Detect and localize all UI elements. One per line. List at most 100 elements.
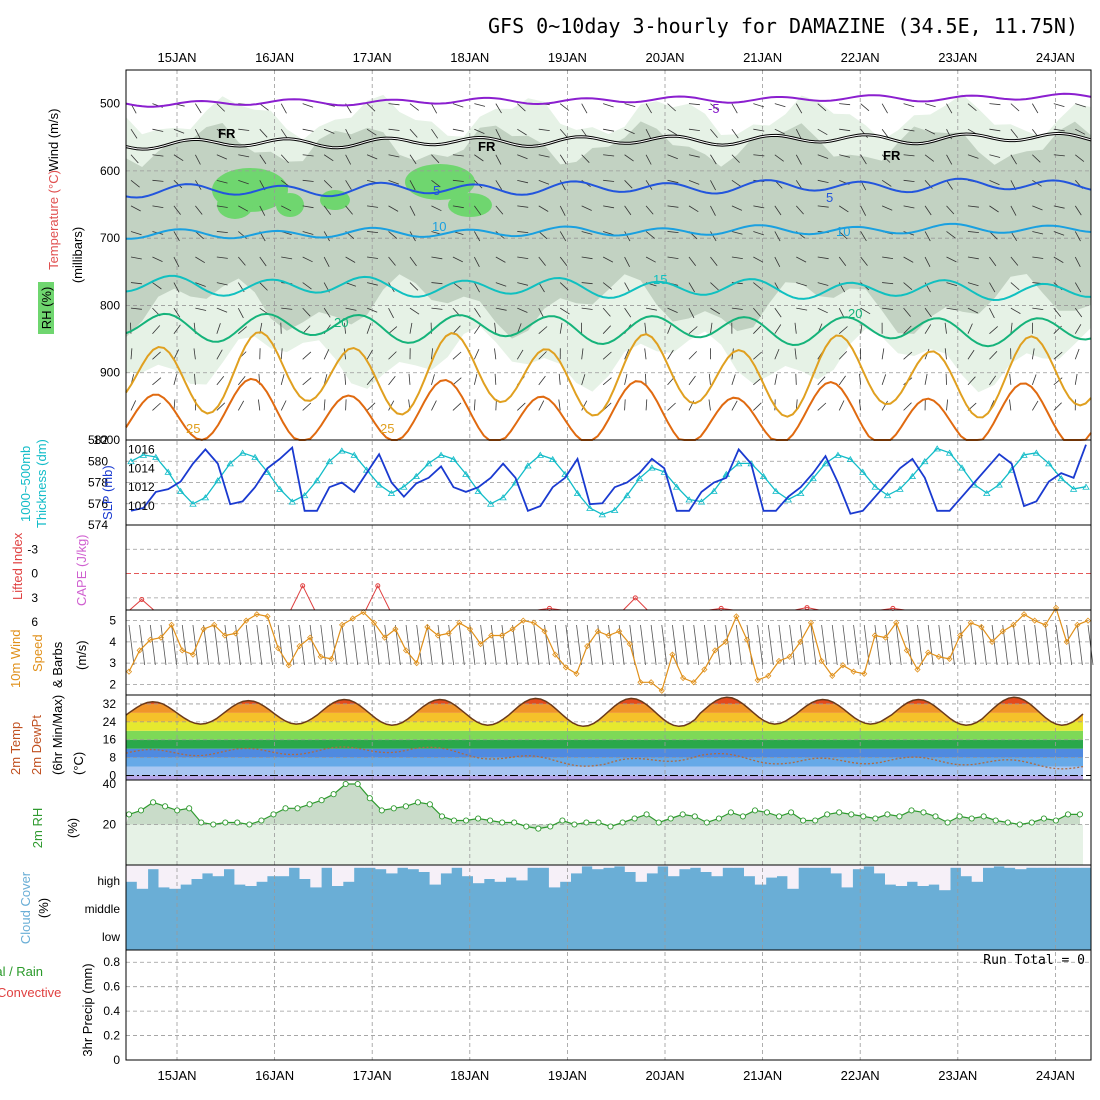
wind-speed-point (733, 613, 740, 620)
wind-barb (388, 375, 396, 386)
wind-barb (559, 205, 566, 216)
wind-barb (195, 129, 201, 140)
wind-barb (903, 256, 914, 263)
wind-speed-point (967, 619, 974, 626)
cloud-high-gap (548, 865, 561, 888)
wind-barb (388, 326, 398, 335)
cloud-high-gap (451, 865, 463, 868)
rh-2m-point (908, 807, 915, 814)
wind-speed-point (157, 634, 165, 641)
thickness-ytick: 582 (88, 433, 108, 447)
cloud-high-gap (212, 865, 224, 877)
rh-2m-point (559, 817, 566, 824)
rh-2m-point (631, 815, 638, 822)
wind-barb (302, 154, 314, 157)
wind-barb (688, 282, 695, 293)
cloud-high-gap (603, 865, 615, 868)
wind-barb (1074, 256, 1081, 267)
wind-10m-barb (203, 624, 209, 666)
wind-barb (581, 154, 590, 163)
thickness-series-line (130, 447, 1087, 516)
rh-2m-point (691, 813, 698, 820)
wind-barb (173, 205, 181, 215)
rh-2m-point (812, 817, 819, 824)
rh-2m-point (932, 813, 939, 820)
wind-10m-barb (1066, 624, 1073, 666)
rh-2m-point (402, 803, 409, 810)
wind-10m-barb (949, 624, 955, 666)
cloud-high-gap (332, 865, 344, 886)
rh-2m-area (126, 784, 1080, 829)
wind-speed-point (530, 619, 537, 626)
wind-barb (860, 205, 867, 216)
wind-barb (839, 128, 851, 132)
wind-barb (538, 351, 547, 360)
thickness-point (164, 468, 172, 475)
wind-barb (710, 205, 716, 216)
cloud-high-gap (570, 865, 582, 874)
wind-10m-barb (1013, 624, 1019, 666)
isotherm-line (125, 92, 1092, 108)
wind-barb (667, 402, 676, 411)
wind-barb (538, 307, 545, 319)
wind-barb (345, 282, 357, 287)
upper-air-ytick: 900 (100, 366, 120, 380)
wind-barb (495, 205, 504, 215)
thickness-point (821, 460, 830, 467)
wind-barb (193, 348, 196, 360)
chart-title: GFS 0~10day 3-hourly for DAMAZINE (34.5E… (488, 14, 1078, 38)
temp-ytick: 0 (109, 769, 116, 783)
rh-2m-point (318, 797, 325, 804)
wind-barb (946, 307, 958, 311)
wind-speed-point (903, 647, 910, 654)
wind-barb (495, 256, 506, 263)
wind-barb (645, 373, 647, 385)
wind-barb (624, 349, 630, 360)
wind-barb (774, 348, 780, 360)
isotherm-label: 20 (848, 306, 862, 321)
lifted-index-point (300, 583, 306, 589)
wind-barb (173, 128, 185, 134)
thickness-label: 1000~500mb (18, 446, 33, 522)
wind-speed-point (402, 647, 410, 654)
wind-barb (173, 374, 178, 385)
wind-barb (559, 154, 567, 165)
thickness-point (598, 511, 607, 518)
rh-2m-point (186, 805, 193, 812)
wind-barb (452, 351, 462, 360)
rh-2m-point (896, 813, 903, 820)
wind-barb (710, 231, 717, 242)
wind-barb (1031, 348, 1035, 360)
wind-barb (495, 154, 502, 165)
cloud-high-gap (885, 865, 897, 885)
wind-barb (967, 323, 973, 334)
wind-barb (989, 179, 1000, 186)
wind-barb (1009, 399, 1012, 411)
thickness-point (1057, 474, 1065, 482)
wind-barb (581, 103, 588, 114)
wind-barb (452, 282, 462, 290)
wind-barb (989, 282, 996, 293)
wind-barb (753, 282, 763, 290)
rh-high-blob (276, 193, 304, 217)
thickness-point (673, 483, 681, 490)
wind-barb (559, 322, 563, 334)
wind-barb (195, 231, 204, 240)
wind-barb (989, 103, 1001, 106)
wind-speed-point (669, 651, 676, 658)
wind-barb (967, 282, 979, 287)
cloud-level-label: low (102, 930, 120, 944)
wind-barb (967, 154, 979, 159)
rh-2m-point (258, 817, 265, 824)
wind-barb (838, 351, 848, 360)
wind-speed-point (179, 647, 186, 654)
wind-10m-barb (458, 624, 465, 666)
wind-10m-barb (735, 624, 742, 666)
wind-barb (495, 129, 502, 140)
rh-2m-point (137, 807, 145, 814)
wind-barb (345, 129, 352, 140)
wind-barb (903, 325, 912, 334)
cloud-high-gap (1069, 865, 1081, 868)
wind-10m-barb (426, 624, 433, 666)
cloud-high-gap (267, 865, 279, 877)
